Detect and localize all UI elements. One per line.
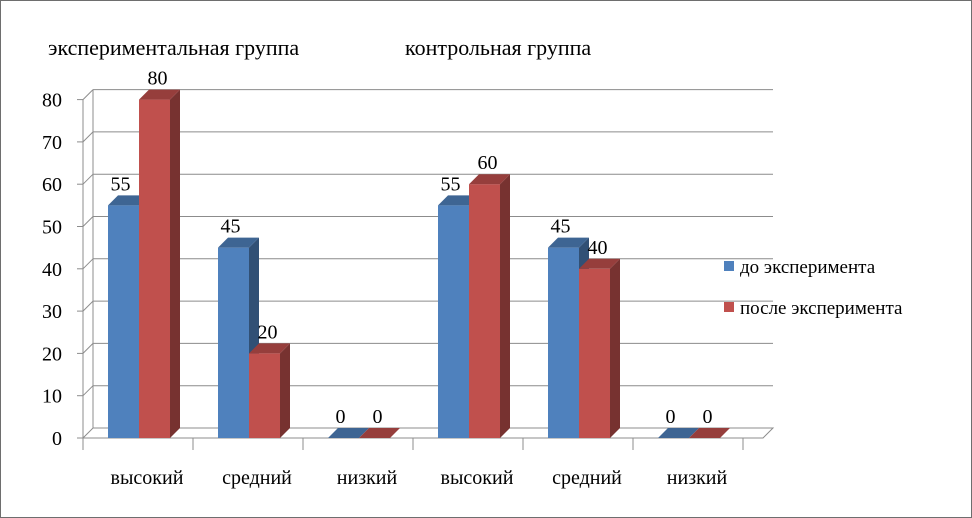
bar-front bbox=[469, 184, 500, 438]
data-label: 55 bbox=[441, 173, 461, 195]
bar-top bbox=[579, 258, 620, 269]
bar-side bbox=[280, 343, 290, 438]
bar bbox=[249, 343, 290, 438]
bar-front bbox=[139, 99, 170, 438]
data-label: 55 bbox=[111, 173, 131, 195]
group-titles: экспериментальная группа контрольная гру… bbox=[48, 35, 591, 60]
category-label: средний bbox=[222, 467, 292, 489]
legend-label-after: после эксперимента bbox=[740, 298, 903, 319]
data-label: 0 bbox=[336, 406, 346, 428]
bar bbox=[469, 174, 510, 438]
bar bbox=[139, 89, 180, 438]
bar bbox=[328, 428, 369, 438]
y-axis-ticks: 0 10 20 30 40 50 60 70 80 bbox=[42, 90, 83, 450]
bar-top bbox=[689, 428, 730, 438]
bar-side bbox=[610, 258, 620, 438]
bar-top bbox=[108, 195, 149, 206]
bar-front bbox=[218, 247, 249, 438]
bar-top bbox=[139, 89, 180, 100]
bar-front bbox=[108, 205, 139, 438]
bar-front bbox=[579, 268, 610, 438]
gridline-side bbox=[82, 385, 94, 397]
data-label: 40 bbox=[588, 237, 608, 259]
bars bbox=[108, 89, 730, 438]
y-tick-label: 20 bbox=[42, 343, 62, 365]
bar-top bbox=[328, 428, 369, 438]
data-label: 0 bbox=[373, 406, 383, 428]
bar bbox=[689, 428, 730, 438]
gridline-side bbox=[82, 173, 94, 185]
y-tick-label: 40 bbox=[42, 259, 62, 281]
category-label: низкий bbox=[337, 467, 398, 489]
gridline-side bbox=[82, 89, 94, 100]
legend-label-before: до эксперимента bbox=[740, 257, 876, 278]
y-tick-label: 80 bbox=[42, 90, 62, 112]
category-labels: высокий средний низкий высокий средний низкий bbox=[82, 438, 744, 489]
gridline-side bbox=[82, 343, 94, 354]
bar-top bbox=[249, 343, 290, 354]
y-tick-label: 30 bbox=[42, 301, 62, 323]
group-title-experimental: экспериментальная группа bbox=[48, 35, 299, 60]
y-tick-label: 70 bbox=[42, 132, 62, 154]
data-labels: 55 80 45 20 0 0 55 60 45 40 0 0 bbox=[111, 68, 713, 428]
category-label: низкий bbox=[667, 467, 728, 489]
data-label: 45 bbox=[551, 216, 571, 238]
bar bbox=[359, 428, 400, 438]
bar-side bbox=[500, 174, 510, 438]
data-label: 20 bbox=[258, 321, 278, 343]
bar bbox=[579, 258, 620, 438]
category-label: высокий bbox=[441, 467, 514, 489]
data-label: 0 bbox=[666, 406, 676, 428]
chart-walls bbox=[81, 89, 775, 439]
bar-top bbox=[469, 174, 510, 185]
bar-top bbox=[658, 428, 699, 438]
gridline-side bbox=[82, 300, 94, 312]
bar-front bbox=[548, 247, 579, 438]
legend: до эксперимента после эксперимента bbox=[724, 257, 903, 319]
grid-lines bbox=[82, 89, 773, 397]
gridline-side bbox=[82, 216, 94, 227]
bar-side bbox=[170, 89, 180, 438]
data-label: 45 bbox=[221, 216, 241, 238]
bar-top bbox=[438, 195, 479, 206]
data-label: 80 bbox=[148, 68, 168, 90]
category-label: средний bbox=[552, 467, 622, 489]
group-title-control: контрольная группа bbox=[405, 35, 591, 60]
y-tick-label: 50 bbox=[42, 217, 62, 239]
bar-top bbox=[218, 237, 259, 248]
gridline-side bbox=[82, 258, 94, 270]
gridline-side bbox=[82, 131, 94, 143]
bar-top bbox=[548, 237, 589, 248]
data-label: 0 bbox=[703, 406, 713, 428]
legend-swatch-after bbox=[724, 302, 734, 312]
category-label: высокий bbox=[111, 467, 184, 489]
bar-top bbox=[359, 428, 400, 438]
legend-swatch-before bbox=[724, 261, 734, 271]
y-tick-label: 10 bbox=[42, 386, 62, 408]
bar-front bbox=[249, 353, 280, 438]
bar-front bbox=[438, 205, 469, 438]
y-tick-label: 0 bbox=[52, 428, 62, 450]
bar bbox=[658, 428, 699, 438]
y-tick-label: 60 bbox=[42, 174, 62, 196]
data-label: 60 bbox=[478, 152, 498, 174]
